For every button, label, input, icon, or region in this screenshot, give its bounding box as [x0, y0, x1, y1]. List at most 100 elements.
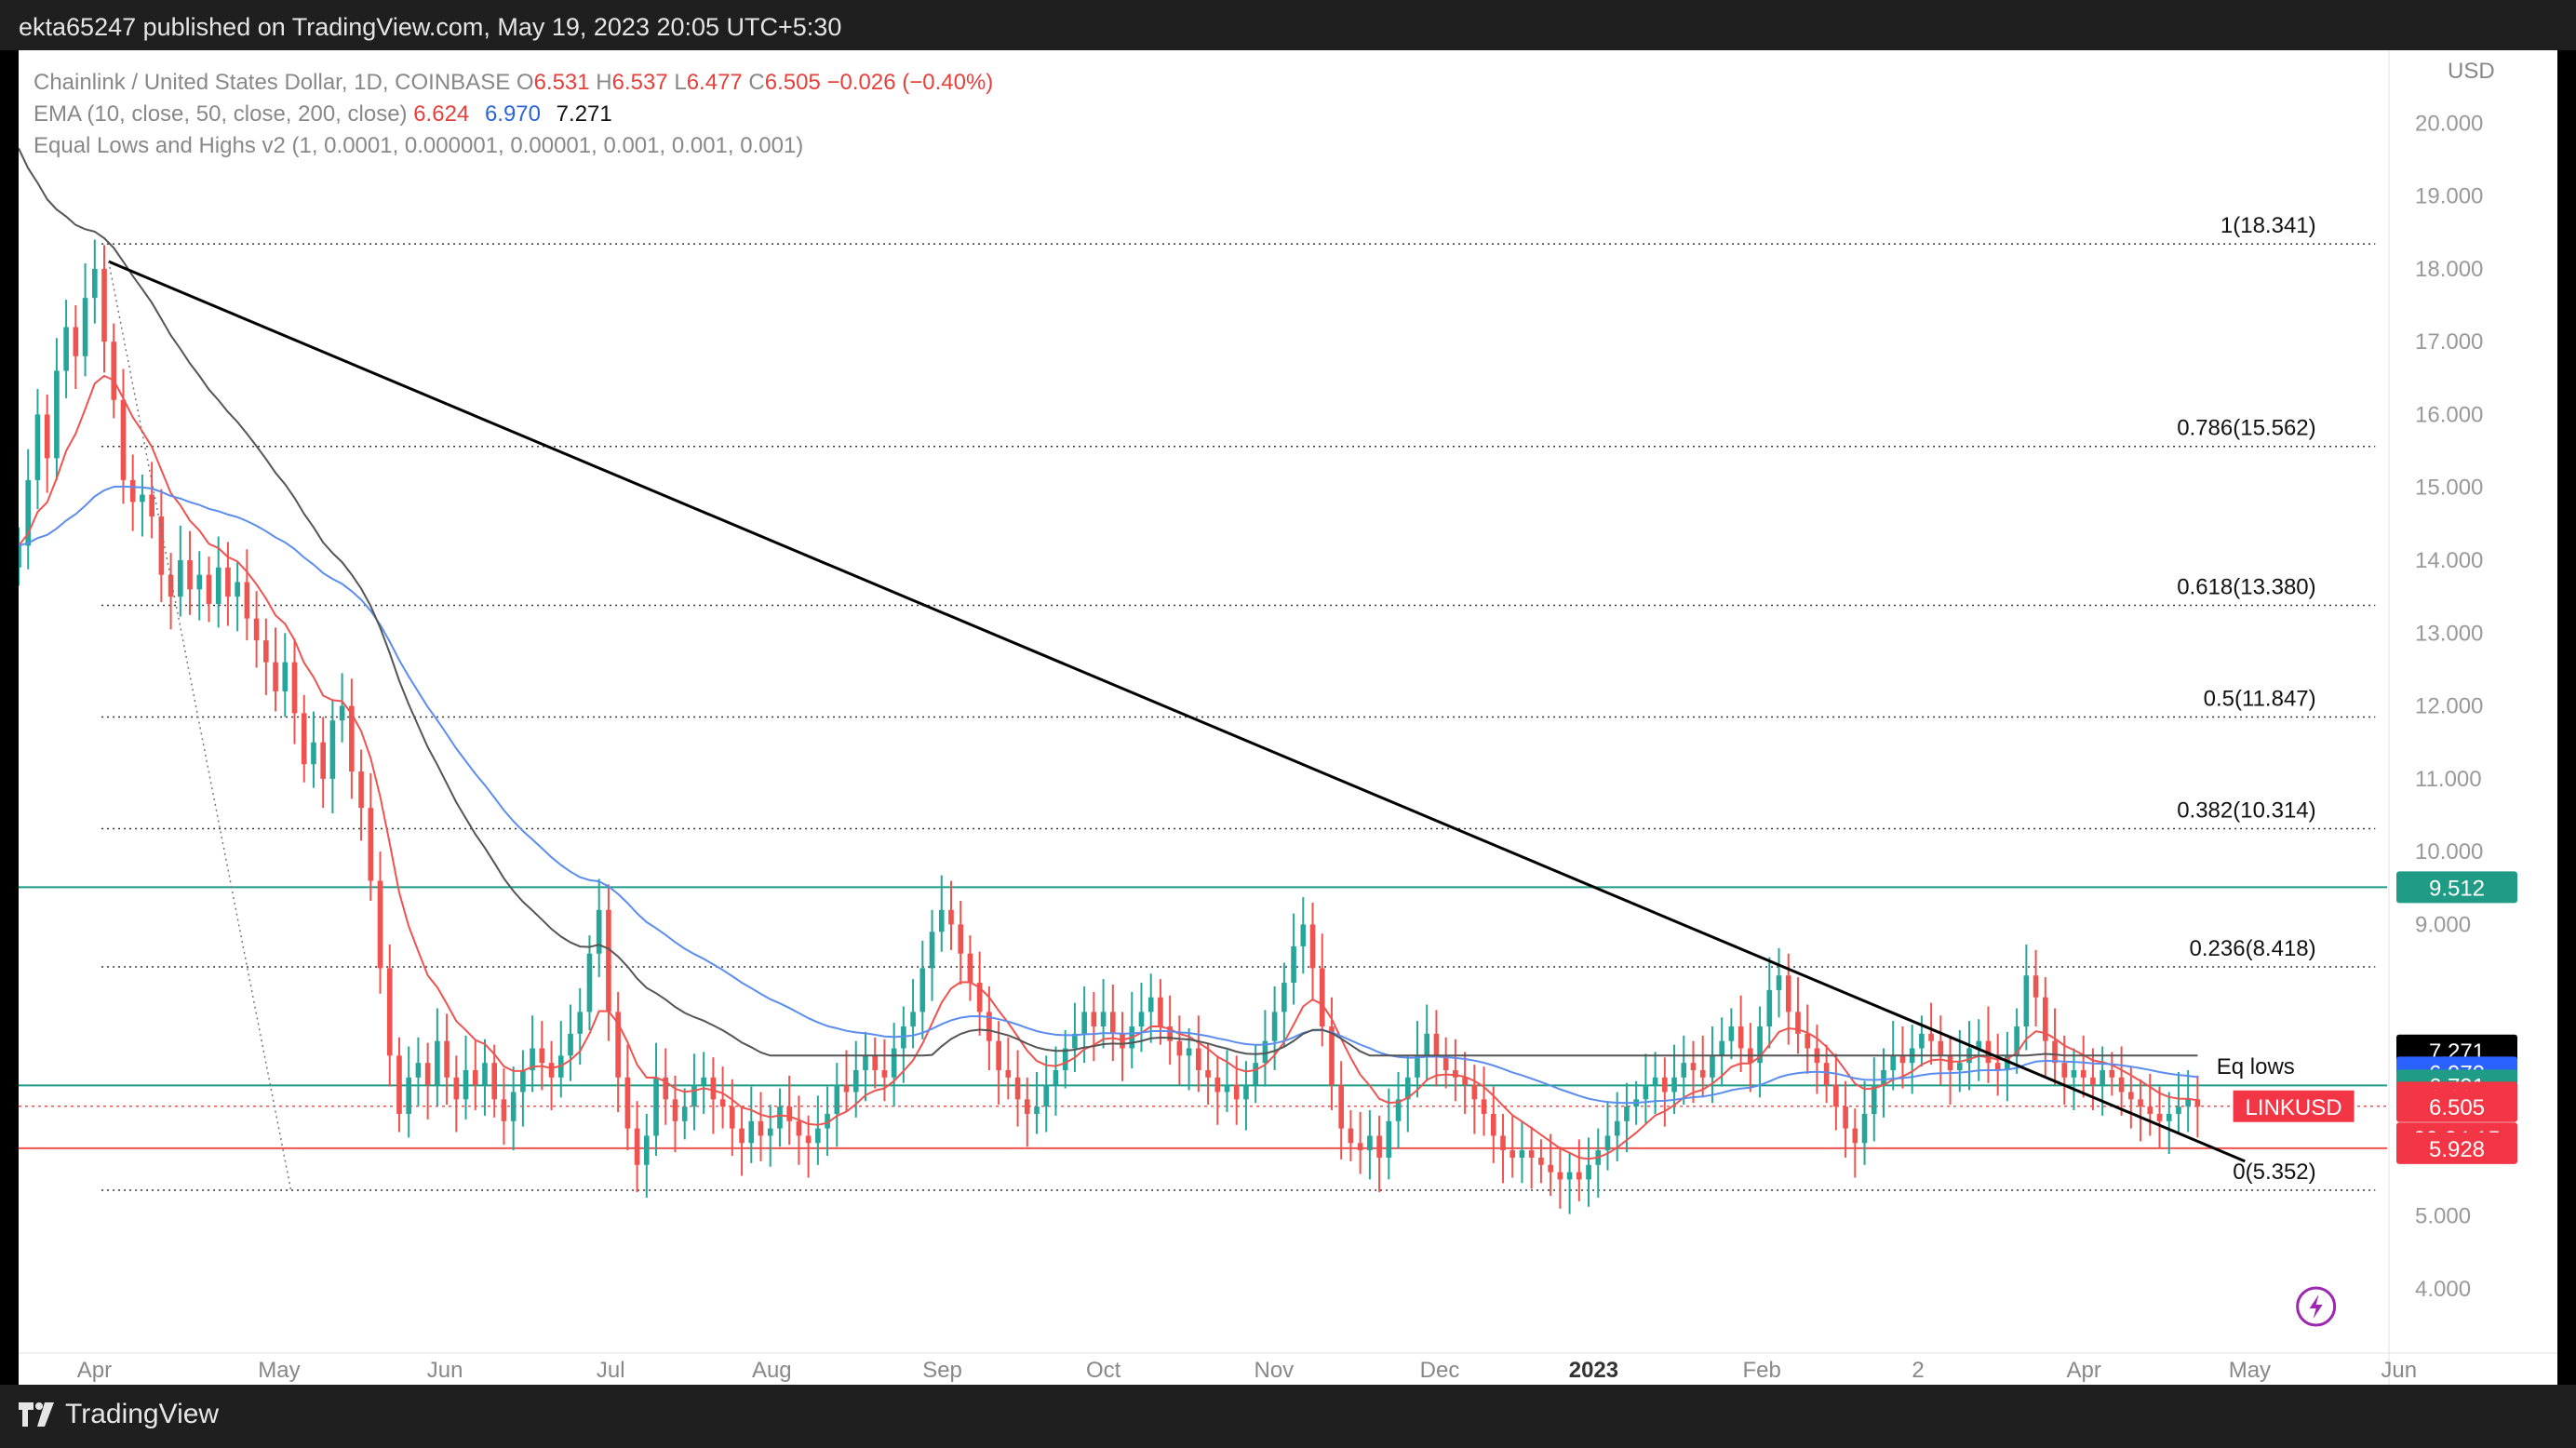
candle-body: [2071, 1070, 2077, 1078]
candle-body: [1652, 1077, 1658, 1085]
time-tick-label: 2: [1912, 1358, 1924, 1383]
candle-body: [44, 414, 50, 459]
candle-body: [1167, 1026, 1173, 1041]
candle-body: [1566, 1172, 1573, 1180]
candle-body: [424, 1063, 431, 1085]
candle-body: [548, 1063, 555, 1078]
ema200-line: [18, 147, 2198, 1057]
candle-body: [1994, 1063, 2001, 1070]
fib-level-label: 0.382(10.314): [2177, 798, 2315, 824]
candle-body: [834, 1084, 840, 1114]
price-chart[interactable]: USD 20.000 19.000 18.000 17.000 16.000 15.000 1…: [16, 50, 2557, 1385]
candle-body: [282, 662, 288, 691]
candle-body: [1899, 1055, 1906, 1064]
candle-body: [1728, 1026, 1735, 1041]
price-tag-bg: [2396, 871, 2517, 904]
price-tick-label: 12.000: [2415, 694, 2483, 719]
candle-body: [178, 560, 183, 597]
candle-body: [140, 494, 145, 503]
candle-body: [710, 1077, 717, 1100]
time-tick-label: Jun: [2381, 1358, 2417, 1383]
candle-body: [1158, 997, 1163, 1027]
candle-body: [1281, 983, 1287, 1012]
candle-body: [129, 479, 136, 503]
candle-body: [1861, 1113, 1868, 1144]
time-tick-label: Aug: [752, 1358, 792, 1383]
candle-body: [2194, 1099, 2201, 1107]
ema50-line: [18, 485, 2198, 1105]
candle-body: [1147, 997, 1154, 1012]
candle-body: [1757, 1026, 1763, 1064]
candle-body: [120, 399, 127, 480]
candle-body: [1309, 924, 1316, 969]
time-tick-label: Apr: [2067, 1358, 2101, 1383]
candle-body: [1091, 1012, 1097, 1027]
candle-body: [1509, 1150, 1516, 1158]
candle-body: [872, 1055, 879, 1070]
candle-body: [101, 268, 107, 342]
candle-body: [196, 574, 203, 590]
time-tick-label: Dec: [1420, 1358, 1460, 1383]
candle-body: [16, 545, 21, 568]
candle-body: [1795, 1012, 1801, 1034]
candle-body: [967, 953, 973, 984]
candle-body: [1196, 1048, 1201, 1070]
ohlc-values: O6.531 H6.537 L6.477 C6.505: [517, 70, 827, 95]
candle-body: [1357, 1143, 1363, 1151]
candle-body: [1833, 1084, 1839, 1107]
candle-body: [1243, 1084, 1249, 1100]
time-tick-label: Nov: [1254, 1358, 1295, 1383]
candle-body: [1415, 1055, 1420, 1078]
candle-body: [2156, 1113, 2163, 1121]
fib-level-label: 0(5.352): [2233, 1160, 2315, 1185]
eq-lows-annotation: Eq lows: [2217, 1054, 2295, 1079]
tradingview-logo[interactable]: TradingView: [19, 1399, 219, 1430]
candle-body: [1881, 1070, 1886, 1085]
price-change: −0.026 (−0.40%): [826, 70, 994, 95]
downtrend-line: [108, 260, 2246, 1163]
candle-body: [2014, 1026, 2019, 1056]
candle-body: [758, 1120, 764, 1136]
candle-body: [2185, 1099, 2191, 1107]
candle-body: [54, 370, 60, 459]
candle-body: [1576, 1172, 1582, 1180]
candle-body: [2005, 1055, 2010, 1070]
candle-body: [2090, 1077, 2096, 1085]
candle-body: [149, 494, 154, 517]
candle-body: [2176, 1106, 2181, 1114]
candle-body: [663, 1077, 669, 1100]
time-tick-label: Apr: [77, 1358, 112, 1383]
candle-body: [1300, 924, 1307, 946]
candle-body: [1014, 1077, 1021, 1100]
candle-body: [91, 268, 98, 299]
candle-body: [263, 640, 269, 663]
candle-body: [730, 1106, 735, 1129]
candle-body: [1214, 1077, 1221, 1093]
chart-area[interactable]: USD 20.000 19.000 18.000 17.000 16.000 15.000 1…: [16, 50, 2557, 1385]
candle-body: [1005, 1070, 1012, 1078]
tradingview-logo-icon: [19, 1402, 54, 1427]
candle-body: [1367, 1135, 1373, 1151]
price-tick-label: 18.000: [2415, 257, 2483, 282]
price-tick-label: 13.000: [2415, 621, 2483, 646]
candle-body: [1805, 1033, 1811, 1049]
fib-level-label: 0.786(15.562): [2177, 416, 2315, 441]
candle-body: [1710, 1055, 1715, 1078]
price-tick-label: 5.000: [2415, 1204, 2471, 1229]
candle-body: [739, 1128, 745, 1144]
candle-body: [415, 1063, 422, 1078]
candle-body: [1462, 1077, 1468, 1085]
price-tick-label: 16.000: [2415, 402, 2483, 427]
candle-body: [386, 968, 393, 1056]
time-tick-label: May: [2229, 1358, 2271, 1383]
candle-body: [1843, 1106, 1848, 1129]
candle-body: [2100, 1070, 2105, 1085]
price-tag-label: 5.928: [2429, 1137, 2485, 1162]
fib-dotted-trend-line: [107, 261, 292, 1191]
fib-level-label: 0.618(13.380): [2177, 575, 2315, 600]
candle-body: [1852, 1128, 1858, 1144]
ohlc-value-h: 6.537: [611, 70, 668, 95]
price-tag-bg: [2396, 1132, 2517, 1164]
candle-body: [1481, 1099, 1487, 1114]
ohlc-key-c: C: [742, 70, 765, 95]
